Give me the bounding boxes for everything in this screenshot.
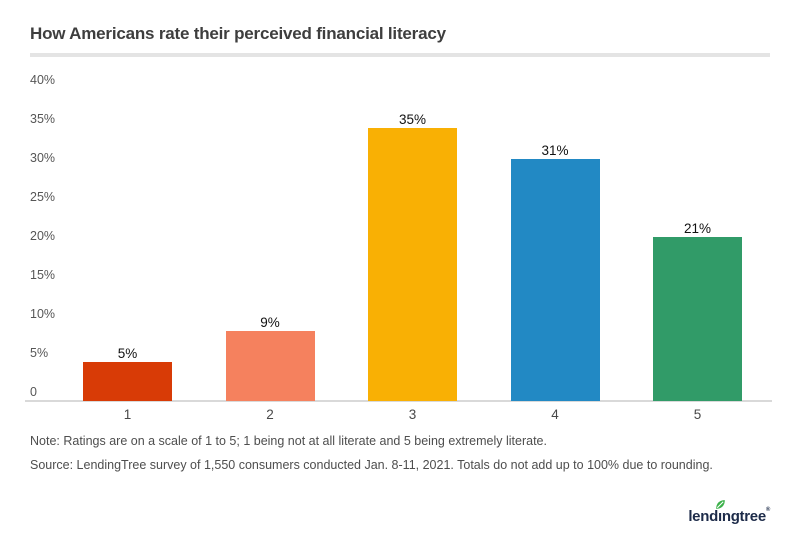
x-axis-category-label: 2 [266,407,274,422]
logo-i: ı [716,500,725,525]
y-axis-tick-label: 5% [30,346,49,360]
source-text: Source: LendingTree survey of 1,550 cons… [30,458,713,472]
lendingtree-logo: lend ıngtree® [688,500,770,525]
y-axis-tick-label: 20% [30,229,56,243]
note-text: Note: Ratings are on a scale of 1 to 5; … [30,434,547,448]
leaf-icon [716,500,725,509]
bar-value-label: 31% [541,143,569,159]
x-axis-category-label: 3 [408,407,417,422]
registered-mark: ® [765,507,770,513]
logo-text-part1: lend [688,508,718,525]
bar-value-label: 9% [260,314,280,330]
y-axis-tick-label: 25% [30,190,56,204]
y-axis-tick-label: 10% [30,307,56,321]
chart-title: How Americans rate their perceived finan… [30,24,446,43]
title-divider [30,53,770,57]
x-axis-line [25,400,772,402]
bar-rating-2 [225,330,315,401]
y-axis-tick-label: 40% [30,73,56,87]
bar-rating-5 [653,237,742,401]
footnotes: Note: Ratings are on a scale of 1 to 5; … [30,435,713,483]
x-axis-category-label: 4 [551,407,559,422]
x-axis-category-label: 5 [693,407,702,422]
bar-rating-1 [83,362,172,401]
bar-value-label: 35% [398,112,427,127]
bar-rating-3 [368,128,457,401]
x-axis-category-label: 1 [123,407,132,422]
y-axis-tick-label: 0 [30,385,37,399]
bar-chart: 0 5% 10% 15% 20% 25% 30% 35% 40% 5% 1 9% 2 35% 3 31% 4 21… [0,65,800,430]
y-axis-tick-label: 35% [30,112,56,126]
logo-text-i: ı [717,508,722,525]
bar-rating-4 [510,159,600,401]
y-axis-tick-label: 30% [30,151,56,165]
bar-value-label: 21% [683,221,712,237]
bar-value-label: 5% [117,346,138,361]
logo-text-part2: ngtree [721,508,766,525]
y-axis-tick-label: 15% [30,268,56,282]
